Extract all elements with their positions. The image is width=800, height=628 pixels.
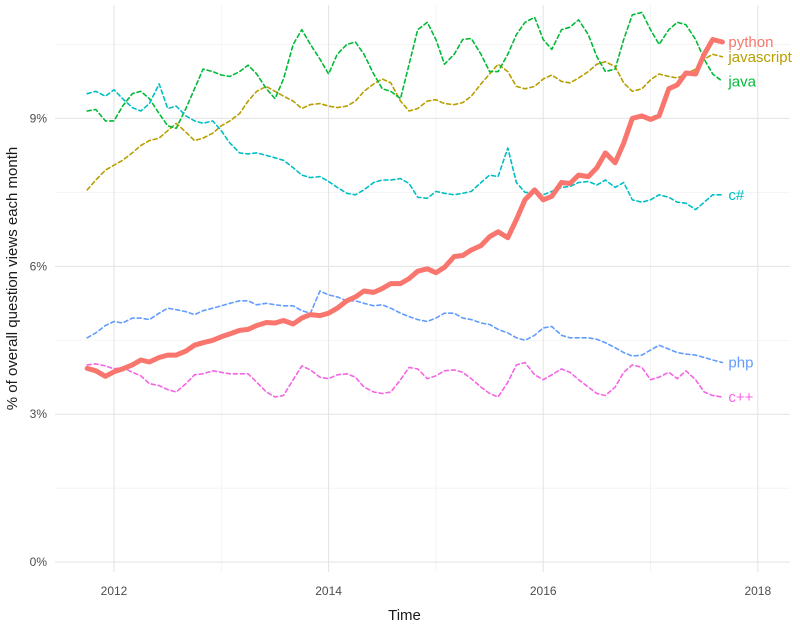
y-axis-title: % of overall question views each month xyxy=(4,147,21,410)
y-tick-label: 0% xyxy=(30,555,48,569)
series-label: c++ xyxy=(728,389,753,406)
series-line-javascript xyxy=(86,53,724,191)
series-lines xyxy=(84,11,725,398)
x-axis-title: Time xyxy=(388,607,421,624)
grid xyxy=(55,5,790,572)
y-tick-label: 3% xyxy=(30,407,48,421)
x-tick-label: 2014 xyxy=(315,584,342,598)
series-line-ccpp xyxy=(86,361,724,398)
series-line-php xyxy=(86,290,724,364)
tick-labels: 2012 2014 2016 2018 0% 3% 6% 9% xyxy=(30,111,772,598)
series-label: c# xyxy=(728,187,745,204)
series-line-java xyxy=(86,11,724,130)
series-label: python xyxy=(728,34,773,51)
y-tick-label: 9% xyxy=(30,111,48,125)
series-line-python xyxy=(84,37,725,379)
y-tick-label: 6% xyxy=(30,259,48,273)
series-label: javascript xyxy=(727,49,792,66)
x-tick-label: 2018 xyxy=(744,584,771,598)
series-label: php xyxy=(728,354,753,371)
x-tick-label: 2012 xyxy=(101,584,128,598)
series-line-c xyxy=(86,83,724,211)
series-label: java xyxy=(727,73,756,90)
x-tick-label: 2016 xyxy=(530,584,557,598)
